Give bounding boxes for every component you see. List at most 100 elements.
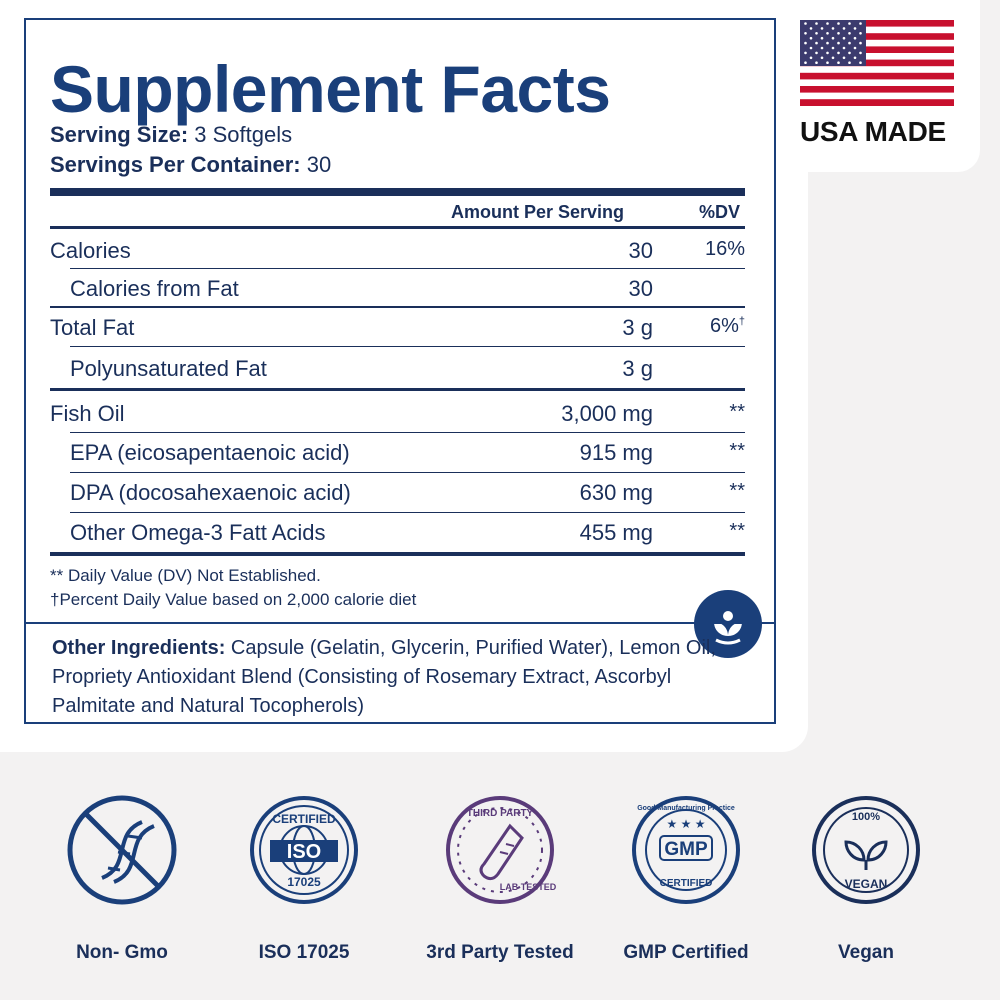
header-amount: Amount Per Serving [450, 202, 624, 222]
dagger-mark: † [738, 315, 745, 328]
table-row: Fish Oil 3,000 mg ** [50, 393, 745, 433]
row-divider [70, 432, 745, 433]
thick-divider [50, 188, 745, 196]
flag-star [809, 27, 813, 30]
flag-star [859, 51, 862, 55]
non-gmo-label: Non- Gmo [76, 942, 168, 963]
flag-star [837, 32, 840, 35]
row-divider [70, 346, 745, 347]
flag-star [859, 32, 862, 35]
iso-badge: ISO CERTIFIED 17025 [214, 790, 394, 910]
third-party-icon: THIRD PARTY LAB TESTED [446, 796, 557, 904]
header-dv: %DV [698, 202, 740, 222]
row-divider [70, 268, 745, 269]
flag-star [831, 27, 835, 30]
serving-size-label: Serving Size: [50, 122, 189, 147]
row-divider [70, 472, 745, 473]
row-name: Other Omega-3 Fatt Acids [70, 520, 326, 545]
row-name: DPA (docosahexaenoic acid) [70, 480, 351, 505]
third-bottom-text: LAB TESTED [500, 882, 557, 892]
row-amount: 915 mg [579, 440, 653, 465]
flag-star [853, 56, 857, 60]
row-divider [70, 512, 745, 513]
supplement-facts-panel: Supplement Facts Serving Size: 3 Softgel… [24, 18, 776, 724]
flag-star [820, 46, 824, 50]
row-dv: ** [729, 520, 745, 542]
row-amount: 30 [628, 276, 653, 301]
table-row: Polyunsaturated Fat 3 g [50, 348, 745, 388]
flag-star [837, 22, 840, 25]
ingredients-label: Other Ingredients: [52, 637, 226, 659]
flag-star [826, 61, 829, 64]
flag-star [804, 32, 807, 35]
row-name: EPA (eicosapentaenoic acid) [70, 440, 350, 465]
gmp-badge: ★ ★ ★ GMP Good Manufacturing Practice CE… [596, 790, 776, 910]
non-gmo-icon [67, 795, 177, 905]
flag-star [804, 22, 807, 25]
thick-divider [50, 552, 745, 556]
third-party-badge: THIRD PARTY LAB TESTED [410, 790, 590, 910]
section-divider [50, 388, 745, 391]
table-row: DPA (docosahexaenoic acid) 630 mg ** [50, 472, 745, 512]
row-dv: 6%† [709, 315, 745, 337]
flag-star [815, 22, 818, 25]
flag-star [826, 41, 829, 45]
iso-mid-text: ISO [287, 841, 321, 863]
flag-star [809, 56, 813, 60]
flag-star [848, 22, 851, 25]
flag-star [842, 46, 846, 50]
gmp-icon: ★ ★ ★ GMP Good Manufacturing Practice CE… [632, 796, 740, 904]
flag-star [826, 32, 829, 35]
flag-star [831, 36, 835, 40]
row-name: Polyunsaturated Fat [70, 356, 267, 381]
usa-flag-icon [800, 20, 954, 106]
row-amount: 455 mg [579, 520, 653, 545]
flag-star [859, 41, 862, 45]
flag-star [820, 27, 824, 30]
other-ingredients: Other Ingredients: Capsule (Gelatin, Gly… [52, 634, 752, 721]
non-gmo-badge [32, 790, 212, 910]
svg-text:★ ★ ★: ★ ★ ★ [667, 817, 706, 831]
row-amount: 30 [628, 238, 653, 263]
row-amount: 3,000 mg [561, 401, 653, 426]
row-name: Calories from Fat [70, 276, 239, 301]
flag-star [815, 51, 818, 55]
serving-size: Serving Size: 3 Softgels [50, 124, 292, 146]
flag-star [820, 36, 824, 40]
flag-star [859, 61, 862, 64]
vegan-top-text: 100% [852, 811, 880, 823]
flag-star [853, 27, 857, 30]
table-row: Calories 30 16% [50, 230, 745, 270]
flag-star [853, 36, 857, 40]
serving-size-value: 3 Softgels [194, 122, 293, 147]
flag-star [820, 56, 824, 60]
row-dv: ** [729, 440, 745, 462]
row-name: Fish Oil [50, 401, 125, 426]
servings-label: Servings Per Container: [50, 152, 301, 177]
gmp-bottom-text: CERTIFIED [660, 878, 713, 889]
third-party-label: 3rd Party Tested [426, 942, 574, 963]
table-row: EPA (eicosapentaenoic acid) 915 mg ** [50, 432, 745, 472]
flag-star [809, 36, 813, 40]
servings-value: 30 [306, 152, 332, 177]
gmp-mid-text: GMP [664, 839, 708, 860]
flag-star [848, 41, 851, 45]
third-top-text: THIRD PARTY [467, 808, 534, 819]
iso-bottom-text: 17025 [287, 875, 321, 889]
flag-star [837, 51, 840, 55]
flag-star [809, 46, 813, 50]
flag-star [831, 56, 835, 60]
gmp-label: GMP Certified [623, 942, 749, 963]
gmp-top-text: Good Manufacturing Practice [637, 805, 735, 812]
flag-star [848, 32, 851, 35]
flag-star [837, 41, 840, 45]
table-row: Other Omega-3 Fatt Acids 455 mg ** [50, 512, 745, 552]
ingredients-text: Capsule (Gelatin, Glycerin, Purified Wat… [52, 637, 716, 717]
servings-per-container: Servings Per Container: 30 [50, 154, 331, 176]
iso-icon: ISO CERTIFIED 17025 [250, 796, 358, 904]
row-dv: 16% [704, 238, 745, 260]
flag-star [842, 27, 846, 30]
usa-made-label: USA MADE [800, 116, 946, 147]
header-divider [50, 226, 745, 229]
flag-star [826, 51, 829, 55]
